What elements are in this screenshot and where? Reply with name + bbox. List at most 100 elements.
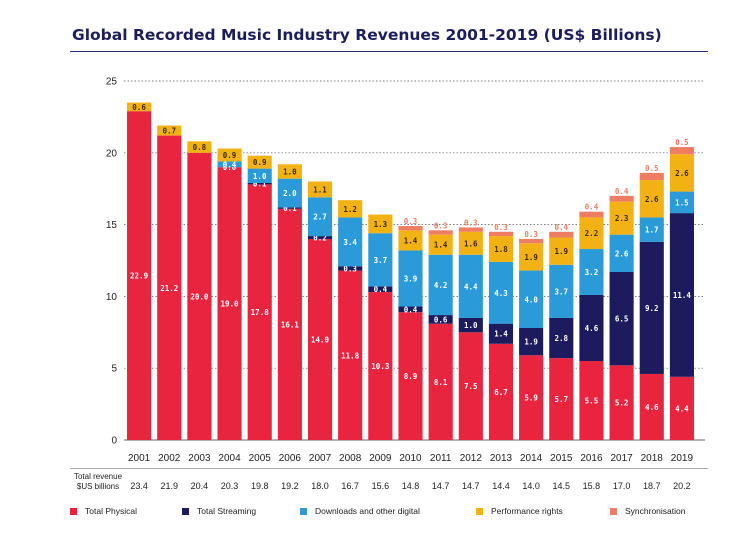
data-label-physical: 8.1 — [434, 378, 448, 387]
data-label-streaming: 11.4 — [673, 291, 692, 300]
data-label-streaming: 1.9 — [524, 338, 538, 347]
data-label-performance: 1.9 — [524, 253, 538, 262]
bar-segment-physical — [127, 111, 152, 440]
legend-label: Total Streaming — [197, 506, 257, 516]
data-label-streaming: 4.6 — [585, 324, 599, 333]
data-label-performance: 1.8 — [494, 245, 508, 254]
bar-segment-performance — [127, 102, 152, 112]
title-rule — [70, 51, 708, 52]
bar-segment-physical — [549, 358, 574, 440]
bar-segment-physical — [458, 332, 483, 440]
bar-segment-sync — [549, 231, 574, 238]
data-label-physical: 21.2 — [160, 284, 178, 293]
data-label-streaming: 1.4 — [494, 330, 508, 339]
data-label-downloads: 4.0 — [524, 295, 538, 304]
bar-segment-streaming — [398, 306, 423, 313]
x-tick-label: 2002 — [158, 453, 181, 464]
legend-item-performance: Performance rights — [476, 506, 563, 516]
data-label-sync: 0.3 — [494, 223, 508, 232]
bar-segment-sync — [488, 231, 514, 237]
total-value: 14.7 — [432, 481, 450, 491]
total-value: 19.2 — [281, 481, 299, 491]
data-label-downloads: 2.6 — [615, 249, 629, 258]
bar-segment-downloads — [217, 161, 242, 168]
data-label-physical: 14.0 — [311, 335, 330, 344]
data-label-performance: 1.9 — [555, 247, 569, 256]
bar-segment-performance — [157, 125, 182, 136]
data-label-physical: 22.9 — [130, 272, 149, 281]
x-tick-label: 2005 — [249, 453, 272, 464]
data-label-streaming: 2.8 — [555, 334, 569, 343]
legend-label: Synchronisation — [625, 506, 686, 516]
bar-segment-physical — [368, 292, 393, 440]
y-tick-label: 5 — [111, 364, 117, 375]
data-label-performance: 0.9 — [253, 158, 267, 167]
bar-segment-streaming — [368, 286, 393, 293]
data-label-performance: 1.3 — [374, 220, 388, 229]
bar-segment-performance — [307, 181, 333, 198]
data-label-streaming: 6.5 — [615, 315, 629, 324]
data-label-performance: 2.3 — [615, 214, 629, 223]
data-label-downloads: 2.7 — [313, 213, 327, 222]
legend-label: Performance rights — [491, 506, 563, 516]
data-label-physical: 11.8 — [341, 351, 360, 360]
bar-segment-streaming — [488, 323, 514, 344]
bar-segment-downloads — [579, 249, 604, 295]
y-tick-label: 10 — [106, 292, 118, 303]
data-label-physical: 8.9 — [404, 372, 418, 381]
bar-segment-performance — [579, 217, 604, 250]
totals-row-label: Total revenue $US billions — [73, 472, 123, 491]
bar-segment-downloads — [609, 234, 634, 272]
bar-segment-physical — [217, 167, 242, 440]
bar-segment-physical — [488, 343, 514, 440]
data-label-performance: 0.8 — [193, 143, 207, 152]
bar-segment-streaming — [609, 271, 634, 366]
bar-segment-sync — [458, 227, 483, 232]
x-tick-label: 2013 — [490, 453, 513, 464]
data-label-physical: 20.0 — [190, 292, 209, 301]
x-tick-label: 2004 — [218, 453, 241, 464]
data-label-downloads: 3.9 — [404, 274, 418, 283]
bar-segment-performance — [609, 201, 634, 235]
total-value: 14.4 — [492, 481, 510, 491]
bar-segment-sync — [609, 195, 634, 202]
bar-segment-downloads — [458, 254, 483, 318]
bar-segment-physical — [247, 184, 272, 440]
data-label-downloads: 1.0 — [253, 172, 267, 181]
bar-segment-downloads — [488, 261, 514, 324]
data-label-streaming: 0.4 — [374, 285, 388, 294]
x-tick-label: 2007 — [309, 453, 332, 464]
bar-segment-streaming — [639, 241, 664, 374]
bar-segment-physical — [338, 270, 363, 440]
total-value: 20.2 — [673, 481, 691, 491]
total-value: 16.7 — [341, 481, 359, 491]
bar-segment-physical — [669, 376, 694, 440]
bar-segment-downloads — [549, 264, 574, 318]
bar-segment-sync — [519, 238, 544, 244]
data-label-performance: 0.6 — [132, 103, 146, 112]
legend-item-physical: Total Physical — [70, 506, 137, 516]
data-label-downloads: 3.4 — [343, 238, 357, 247]
total-value: 15.6 — [372, 481, 390, 491]
total-value: 17.0 — [613, 481, 631, 491]
x-tick-label: 2014 — [520, 453, 543, 464]
bar-segment-performance — [488, 236, 514, 262]
total-value: 20.3 — [221, 481, 239, 491]
data-label-streaming: 0.2 — [313, 234, 327, 243]
bar-segment-downloads — [428, 254, 453, 316]
y-tick-label: 25 — [106, 77, 118, 88]
legend-swatch — [182, 507, 189, 515]
total-value: 21.9 — [160, 481, 178, 491]
bar-segment-physical — [579, 361, 604, 440]
bar-segment-streaming — [669, 213, 694, 377]
data-label-streaming: 0.1 — [253, 180, 267, 189]
x-tick-label: 2011 — [430, 453, 452, 464]
bar-segment-downloads — [307, 197, 333, 237]
bar-segment-performance — [338, 200, 363, 218]
total-value: 19.8 — [251, 481, 269, 491]
bar-segment-physical — [277, 208, 302, 440]
data-label-performance: 2.6 — [645, 195, 659, 204]
bar-segment-sync — [639, 172, 664, 181]
legend-item-downloads: Downloads and other digital — [300, 506, 420, 516]
